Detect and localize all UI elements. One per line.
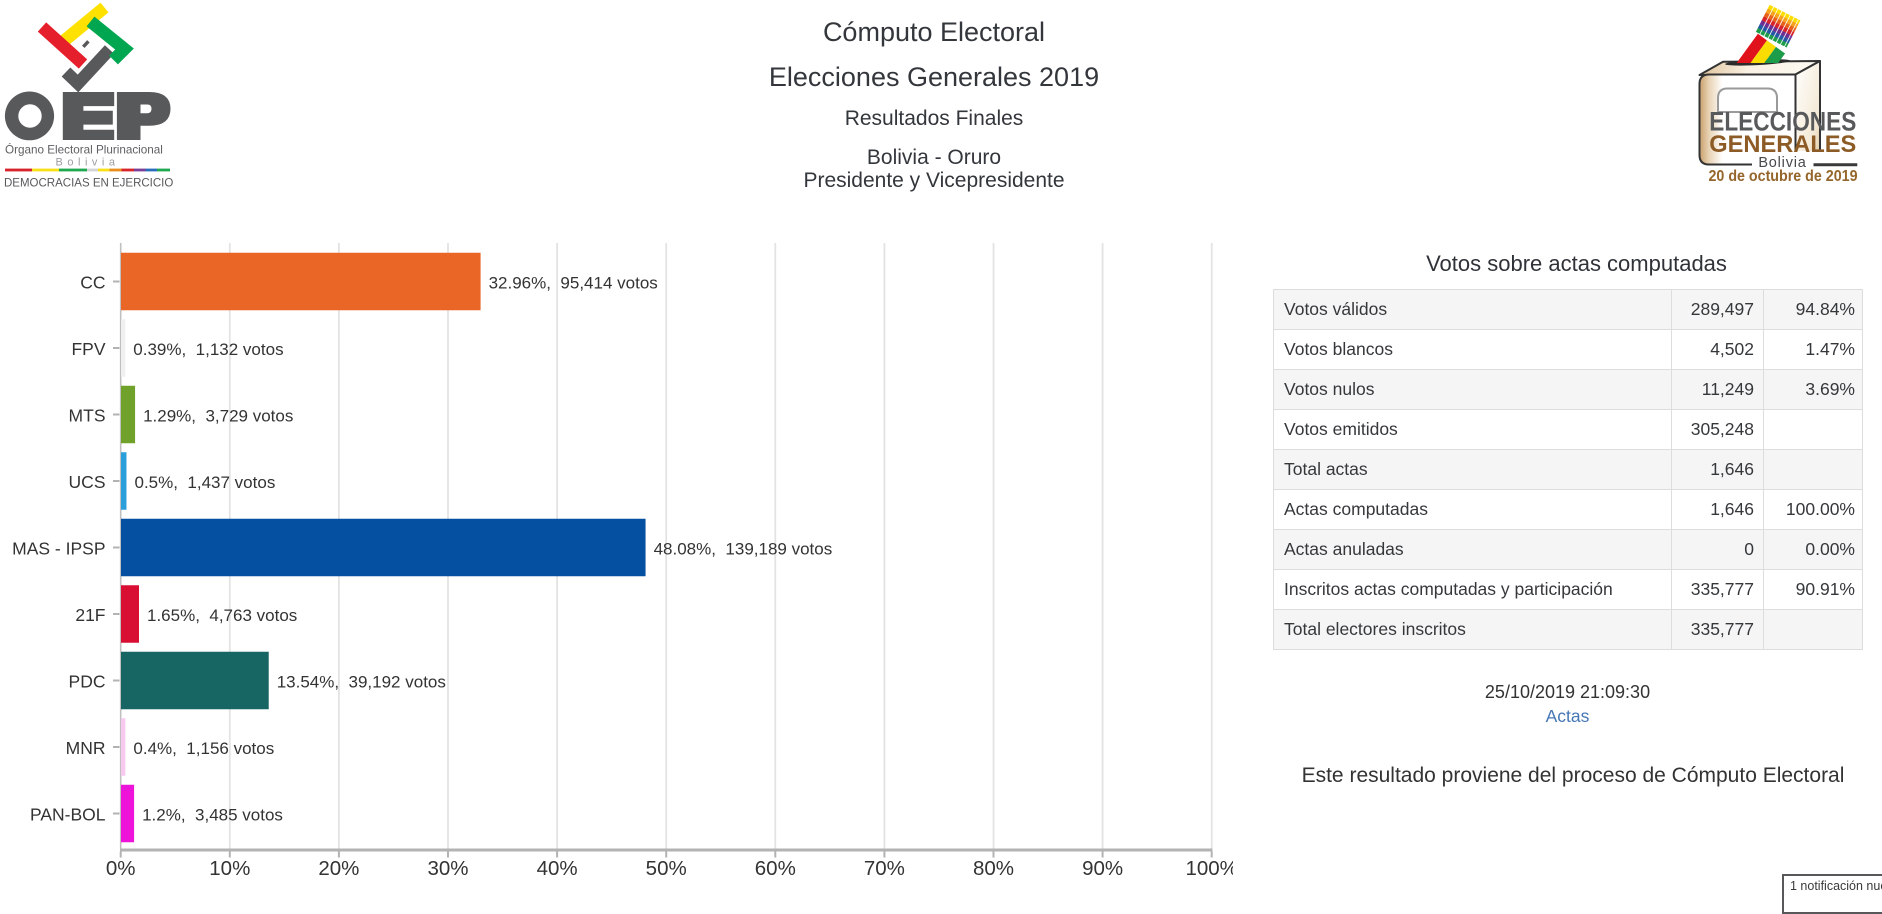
svg-text:48.08%, 139,189 votos: 48.08%, 139,189 votos (654, 539, 833, 558)
svg-text:32.96%, 95,414 votos: 32.96%, 95,414 votos (489, 273, 658, 292)
svg-text:DEMOCRACIAS EN EJERCICIO: DEMOCRACIAS EN EJERCICIO (4, 178, 173, 190)
svg-text:ELECCIONES: ELECCIONES (1709, 106, 1856, 136)
svg-text:90%: 90% (1082, 857, 1123, 880)
svg-text:0.5%, 1,437 votos: 0.5%, 1,437 votos (135, 473, 276, 492)
svg-text:50%: 50% (646, 857, 687, 880)
svg-text:80%: 80% (973, 857, 1014, 880)
svg-text:20%: 20% (318, 857, 359, 880)
svg-text:CC: CC (80, 272, 105, 292)
svg-text:100%: 100% (1185, 857, 1233, 880)
svg-text:70%: 70% (864, 857, 905, 880)
svg-text:20 de octubre de 2019: 20 de octubre de 2019 (1709, 168, 1858, 185)
svg-text:10%: 10% (209, 857, 250, 880)
svg-text:0.39%, 1,132 votos: 0.39%, 1,132 votos (133, 340, 283, 359)
svg-text:60%: 60% (755, 857, 796, 880)
svg-text:FPV: FPV (71, 339, 105, 359)
svg-text:Órgano Electoral Plurinacional: Órgano Electoral Plurinacional (5, 144, 163, 157)
svg-text:30%: 30% (427, 857, 468, 880)
svg-text:MNR: MNR (66, 738, 106, 758)
svg-text:1.29%, 3,729 votos: 1.29%, 3,729 votos (143, 406, 293, 425)
svg-text:MTS: MTS (69, 405, 106, 425)
svg-text:13.54%, 39,192 votos: 13.54%, 39,192 votos (277, 672, 446, 691)
svg-text:1.65%, 4,763 votos: 1.65%, 4,763 votos (147, 606, 297, 625)
svg-text:PDC: PDC (69, 671, 106, 691)
svg-text:40%: 40% (537, 857, 578, 880)
svg-text:0.4%, 1,156 votos: 0.4%, 1,156 votos (133, 739, 274, 758)
svg-text:PAN-BOL: PAN-BOL (30, 804, 106, 824)
svg-text:MAS - IPSP: MAS - IPSP (12, 538, 105, 558)
svg-text:21F: 21F (75, 605, 105, 625)
svg-text:Bolivia: Bolivia (1758, 155, 1806, 171)
svg-text:GENERALES: GENERALES (1709, 131, 1856, 158)
svg-text:UCS: UCS (69, 472, 106, 492)
svg-text:1.2%, 3,485 votos: 1.2%, 3,485 votos (142, 805, 283, 824)
svg-text:Bolivia: Bolivia (56, 157, 120, 169)
svg-text:0%: 0% (106, 857, 136, 880)
